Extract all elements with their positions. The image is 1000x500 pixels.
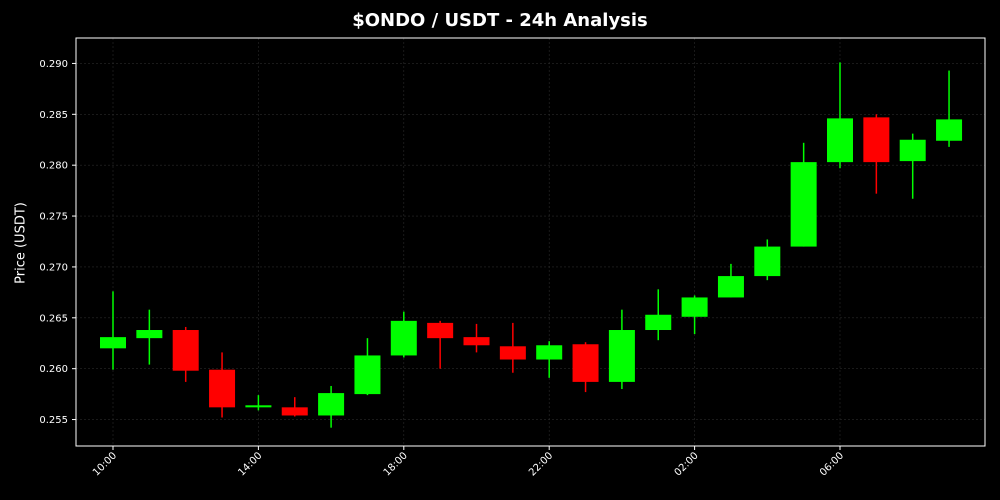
y-tick-label: 0.255	[39, 415, 68, 426]
x-tick-label: 22:00	[527, 450, 555, 478]
candle-bullish	[100, 291, 126, 370]
candle-bullish	[681, 295, 708, 335]
y-tick-label: 0.290	[39, 59, 68, 70]
candle-body	[717, 276, 744, 298]
tick-layer: 0.255 0.260 0.265 0.270 0.275 0.280 0.285 0.290…	[39, 59, 846, 479]
candle-body	[390, 320, 417, 356]
candle-body	[936, 119, 963, 141]
candle-body	[136, 330, 163, 339]
y-tick-label: 0.280	[39, 161, 68, 172]
candle-bearish	[572, 342, 599, 393]
candle-body	[463, 337, 490, 346]
candle-bullish	[645, 289, 672, 341]
candle-body	[754, 246, 781, 277]
candle-bullish	[536, 341, 563, 378]
candle-bullish	[354, 338, 381, 396]
candle-body	[536, 345, 563, 360]
y-tick-label: 0.265	[39, 313, 68, 324]
candle-body	[827, 118, 853, 163]
candle-bullish	[936, 70, 963, 147]
candle-layer	[100, 62, 963, 428]
axes-frame	[75, 37, 986, 447]
y-tick-label: 0.275	[39, 212, 68, 223]
candle-bearish	[863, 114, 890, 194]
x-tick-label: 02:00	[673, 450, 701, 478]
candle-bearish	[463, 323, 490, 353]
y-tick-label: 0.270	[39, 262, 68, 273]
candle-body	[572, 344, 599, 382]
candle-body	[245, 405, 272, 408]
candle-bearish	[281, 397, 308, 417]
candle-body	[281, 407, 308, 416]
x-tick-label: 14:00	[236, 450, 264, 478]
candle-bullish	[136, 309, 163, 365]
candle-body	[645, 314, 672, 331]
candle-body	[499, 346, 526, 360]
candle-bullish	[790, 142, 817, 247]
candle-bullish	[717, 263, 744, 298]
y-tick-label: 0.260	[39, 364, 68, 375]
x-tick-label: 18:00	[382, 450, 410, 478]
candle-body	[681, 297, 708, 317]
candle-body	[318, 393, 345, 416]
candle-bearish	[427, 320, 454, 369]
chart-title: $ONDO / USDT - 24h Analysis	[352, 10, 648, 31]
candle-body	[100, 337, 126, 349]
candle-body	[172, 330, 199, 371]
candle-bullish	[827, 62, 853, 169]
candle-bearish	[209, 352, 236, 418]
grid-layer	[76, 38, 985, 446]
candle-bearish	[172, 326, 199, 382]
candle-body	[790, 162, 817, 247]
x-tick-label: 10:00	[91, 450, 119, 478]
candle-bullish	[899, 133, 926, 199]
candle-body	[427, 322, 454, 339]
candle-body	[354, 355, 381, 395]
candle-body	[209, 369, 236, 408]
candle-bullish	[608, 309, 635, 390]
candle-bullish	[245, 395, 272, 411]
candle-bearish	[499, 322, 526, 373]
candle-body	[608, 330, 635, 382]
candle-body	[863, 117, 890, 163]
y-tick-label: 0.285	[39, 110, 68, 121]
x-tick-label: 06:00	[818, 450, 846, 478]
candle-bullish	[318, 385, 345, 428]
candle-bullish	[754, 239, 781, 281]
candle-body	[899, 139, 926, 162]
candle-bullish	[390, 311, 417, 358]
